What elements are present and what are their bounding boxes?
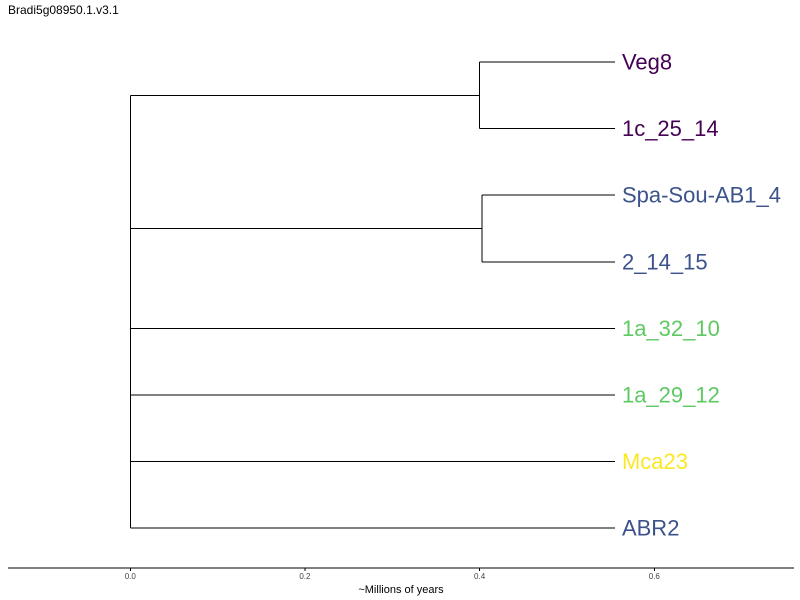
tip-label: 1a_32_10 xyxy=(622,316,720,341)
tip-label: 1a_29_12 xyxy=(622,383,720,408)
tip-label: Spa-Sou-AB1_4 xyxy=(622,183,781,208)
tip-label: 2_14_15 xyxy=(622,249,708,274)
tip-label: Veg8 xyxy=(622,50,672,75)
axis-tick-label: 0.4 xyxy=(474,572,486,581)
page-title: Bradi5g08950.1.v3.1 xyxy=(8,3,119,17)
tip-labels: Veg8 1c_25_14 Spa-Sou-AB1_4 2_14_15 1a_32_10… xyxy=(622,50,781,541)
axis-tick-label: 0.2 xyxy=(299,572,311,581)
tip-label: 1c_25_14 xyxy=(622,116,719,141)
axis-ticks: 0.0 0.2 0.4 0.6 xyxy=(125,568,661,581)
tip-label: Mca23 xyxy=(622,449,688,474)
axis-title: ~Millions of years xyxy=(358,584,444,596)
branches xyxy=(129,61,615,529)
tip-label: ABR2 xyxy=(622,516,679,541)
axis-tick-label: 0.0 xyxy=(125,572,137,581)
axis-tick-label: 0.6 xyxy=(649,572,661,581)
time-axis: 0.0 0.2 0.4 0.6 ~Millions of years xyxy=(8,567,794,596)
